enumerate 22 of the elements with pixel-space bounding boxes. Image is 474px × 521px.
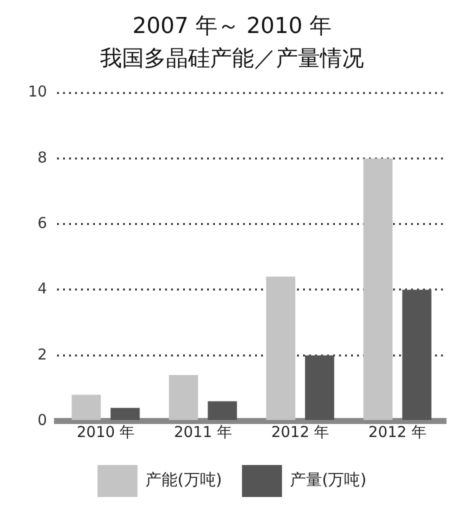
bar [402, 290, 432, 420]
x-tick-label: 2012 年 [368, 422, 426, 441]
y-tick-label: 6 [38, 214, 48, 232]
bar [305, 355, 334, 420]
x-tick-label: 2012 年 [271, 422, 330, 441]
y-tick-label: 4 [38, 280, 48, 298]
y-tick-label: 0 [38, 410, 48, 429]
bar [208, 401, 237, 420]
y-tick-label: 10 [28, 82, 48, 101]
bar [72, 394, 101, 420]
bar [110, 408, 140, 420]
chart-subtitle: 我国多晶硅产能／产量情况 [100, 46, 364, 72]
x-tick-label: 2011 年 [174, 422, 232, 441]
x-tick-label: 2010 年 [76, 422, 135, 441]
bar [168, 375, 198, 420]
chart-title: 2007 年～ 2010 年 [132, 14, 332, 39]
bar [363, 158, 393, 420]
legend-label: 产能(万吨) [146, 470, 222, 490]
legend-label: 产量(万吨) [290, 470, 366, 490]
bar [266, 276, 296, 420]
y-tick-label: 8 [38, 148, 48, 166]
y-tick-label: 2 [38, 345, 48, 364]
